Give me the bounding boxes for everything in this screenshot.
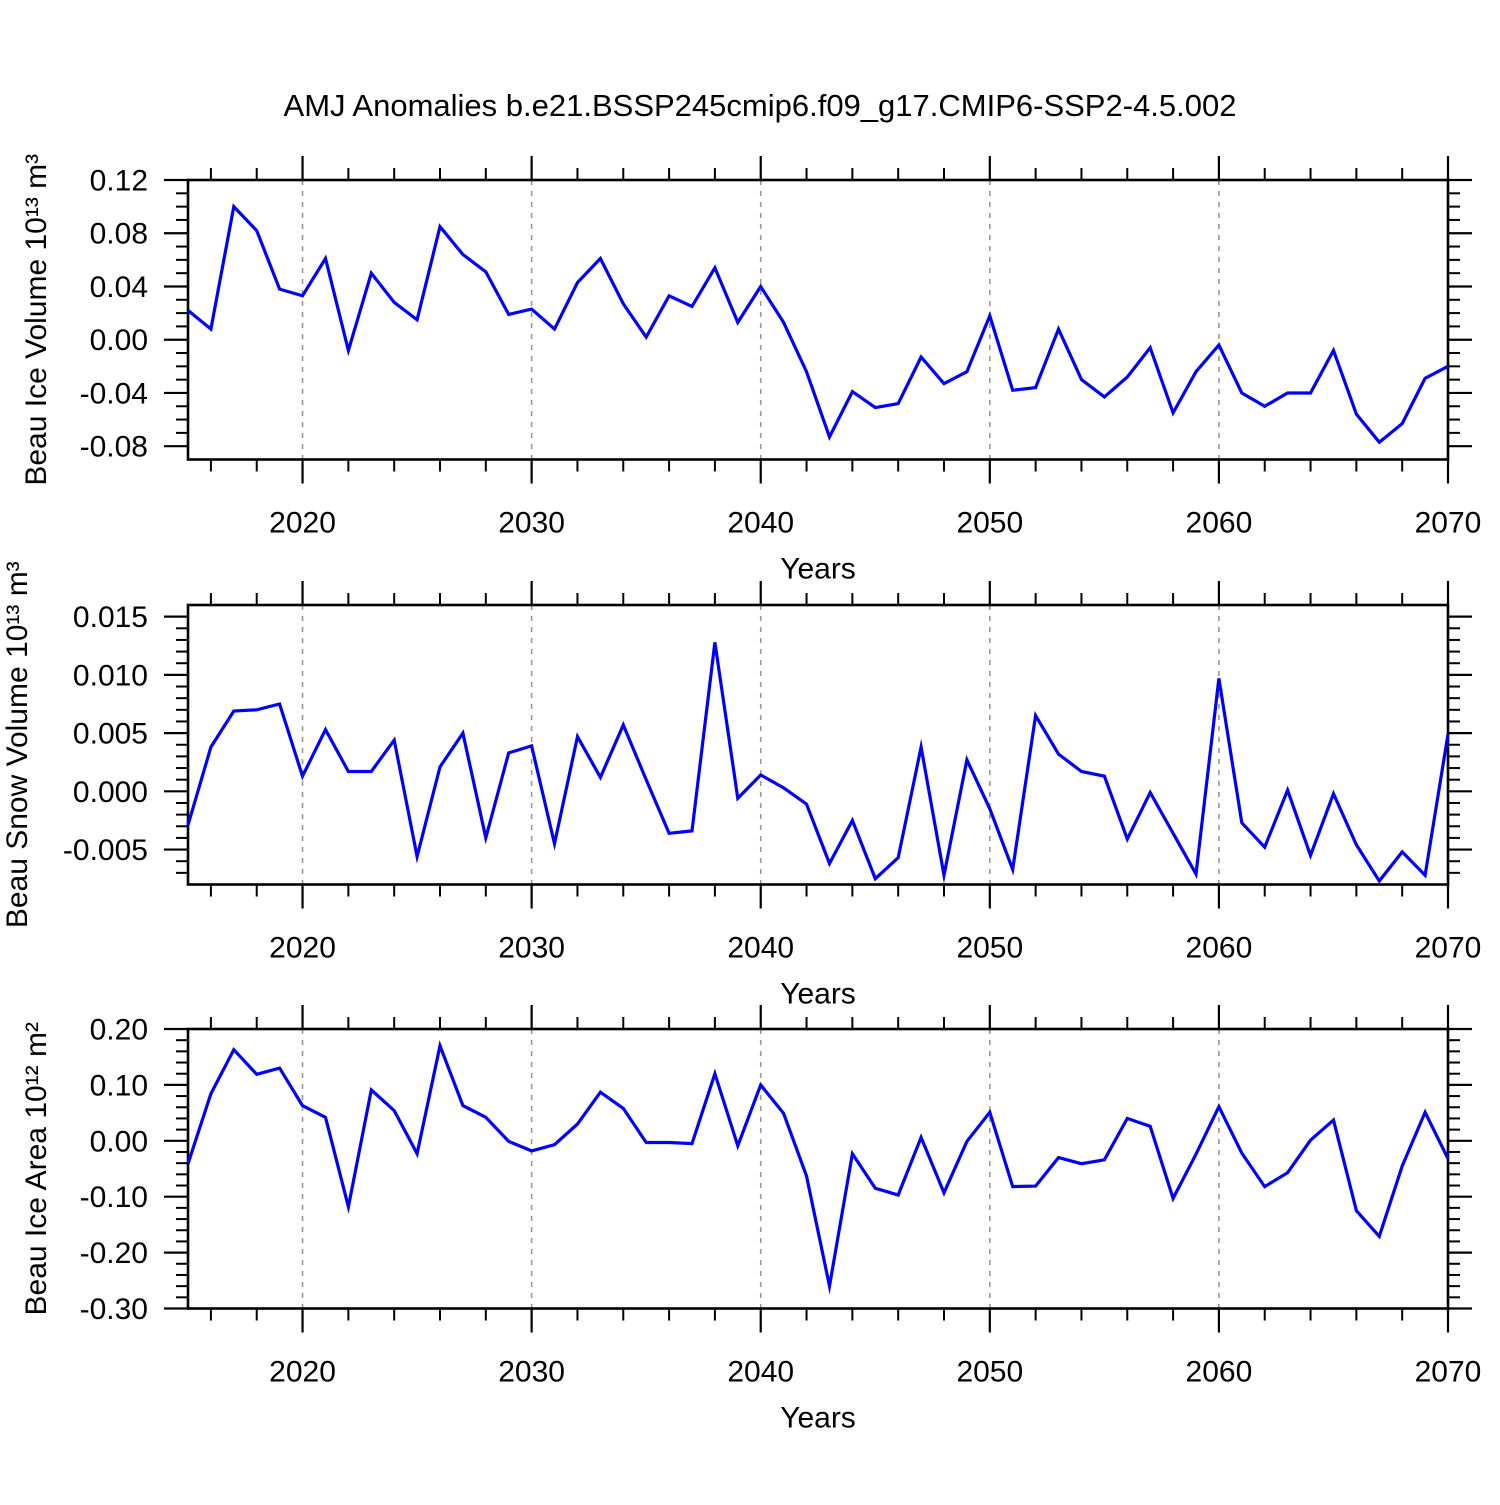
figure-title: AMJ Anomalies b.e21.BSSP245cmip6.f09_g17…	[284, 88, 1237, 123]
x-axis-title: Years	[780, 978, 856, 1011]
x-tick-label: 2020	[269, 932, 336, 965]
y-tick-label: 0.000	[73, 776, 148, 809]
y-tick-label: -0.08	[80, 431, 148, 464]
y-axis-title: Beau Ice Area 10¹² m²	[20, 1022, 53, 1315]
x-tick-label: 2030	[498, 507, 565, 540]
y-tick-label: 0.12	[90, 165, 148, 198]
y-tick-label: 0.010	[73, 659, 148, 692]
x-tick-label: 2020	[269, 507, 336, 540]
y-tick-label: -0.04	[80, 377, 148, 410]
panels-group: 2020 2030 2040 2050 2060 2070 0.12 0.08 0.04 0.00…	[1, 154, 1481, 1435]
x-axis-title: Years	[780, 1402, 856, 1435]
x-tick-label: 2030	[498, 932, 565, 965]
y-tick-label: -0.10	[80, 1181, 148, 1214]
x-tick-label: 2060	[1186, 932, 1253, 965]
x-tick-label: 2040	[727, 507, 794, 540]
x-tick-label: 2070	[1415, 1356, 1482, 1389]
x-tick-label: 2040	[727, 1356, 794, 1389]
data-line-beau-snow-volume	[186, 642, 1450, 884]
plot-box	[186, 178, 1450, 461]
plot-box	[186, 1027, 1450, 1310]
y-tick-label: -0.30	[80, 1293, 148, 1326]
y-tick-label: 0.20	[90, 1014, 148, 1047]
x-tick-label: 2030	[498, 1356, 565, 1389]
y-tick-label: 0.00	[90, 1125, 148, 1158]
y-tick-label: 0.00	[90, 324, 148, 357]
y-tick-label: 0.04	[90, 271, 148, 304]
y-tick-label: -0.20	[80, 1237, 148, 1270]
x-tick-label: 2070	[1415, 932, 1482, 965]
y-axis-title: Beau Ice Volume 10¹³ m³	[20, 154, 53, 486]
data-line-beau-ice-area	[186, 1040, 1450, 1295]
x-tick-label: 2060	[1186, 507, 1253, 540]
panel-beau-ice-volume: 2020 2030 2040 2050 2060 2070 0.12 0.08 0.04 0.00…	[20, 154, 1481, 586]
y-tick-label: -0.005	[63, 834, 148, 867]
panel-beau-snow-volume: 2020 2030 2040 2050 2060 2070 0.015 0.010 0.005 0…	[1, 561, 1481, 1010]
x-axis-title: Years	[780, 553, 856, 586]
y-tick-label: 0.10	[90, 1069, 148, 1102]
x-tick-label: 2070	[1415, 507, 1482, 540]
x-tick-label: 2020	[269, 1356, 336, 1389]
x-tick-label: 2040	[727, 932, 794, 965]
x-tick-label: 2050	[956, 932, 1023, 965]
plot-box	[186, 603, 1450, 886]
y-axis-title: Beau Snow Volume 10¹³ m³	[1, 561, 34, 928]
y-tick-label: 0.015	[73, 601, 148, 634]
panel-beau-ice-area: 2020 2030 2040 2050 2060 2070 0.20 0.10 0.00 -0.1…	[20, 1005, 1481, 1435]
x-tick-label: 2050	[956, 507, 1023, 540]
x-tick-label: 2060	[1186, 1356, 1253, 1389]
y-tick-label: 0.005	[73, 718, 148, 751]
y-tick-label: 0.08	[90, 218, 148, 251]
data-line-beau-ice-volume	[186, 203, 1449, 445]
x-tick-label: 2050	[956, 1356, 1023, 1389]
